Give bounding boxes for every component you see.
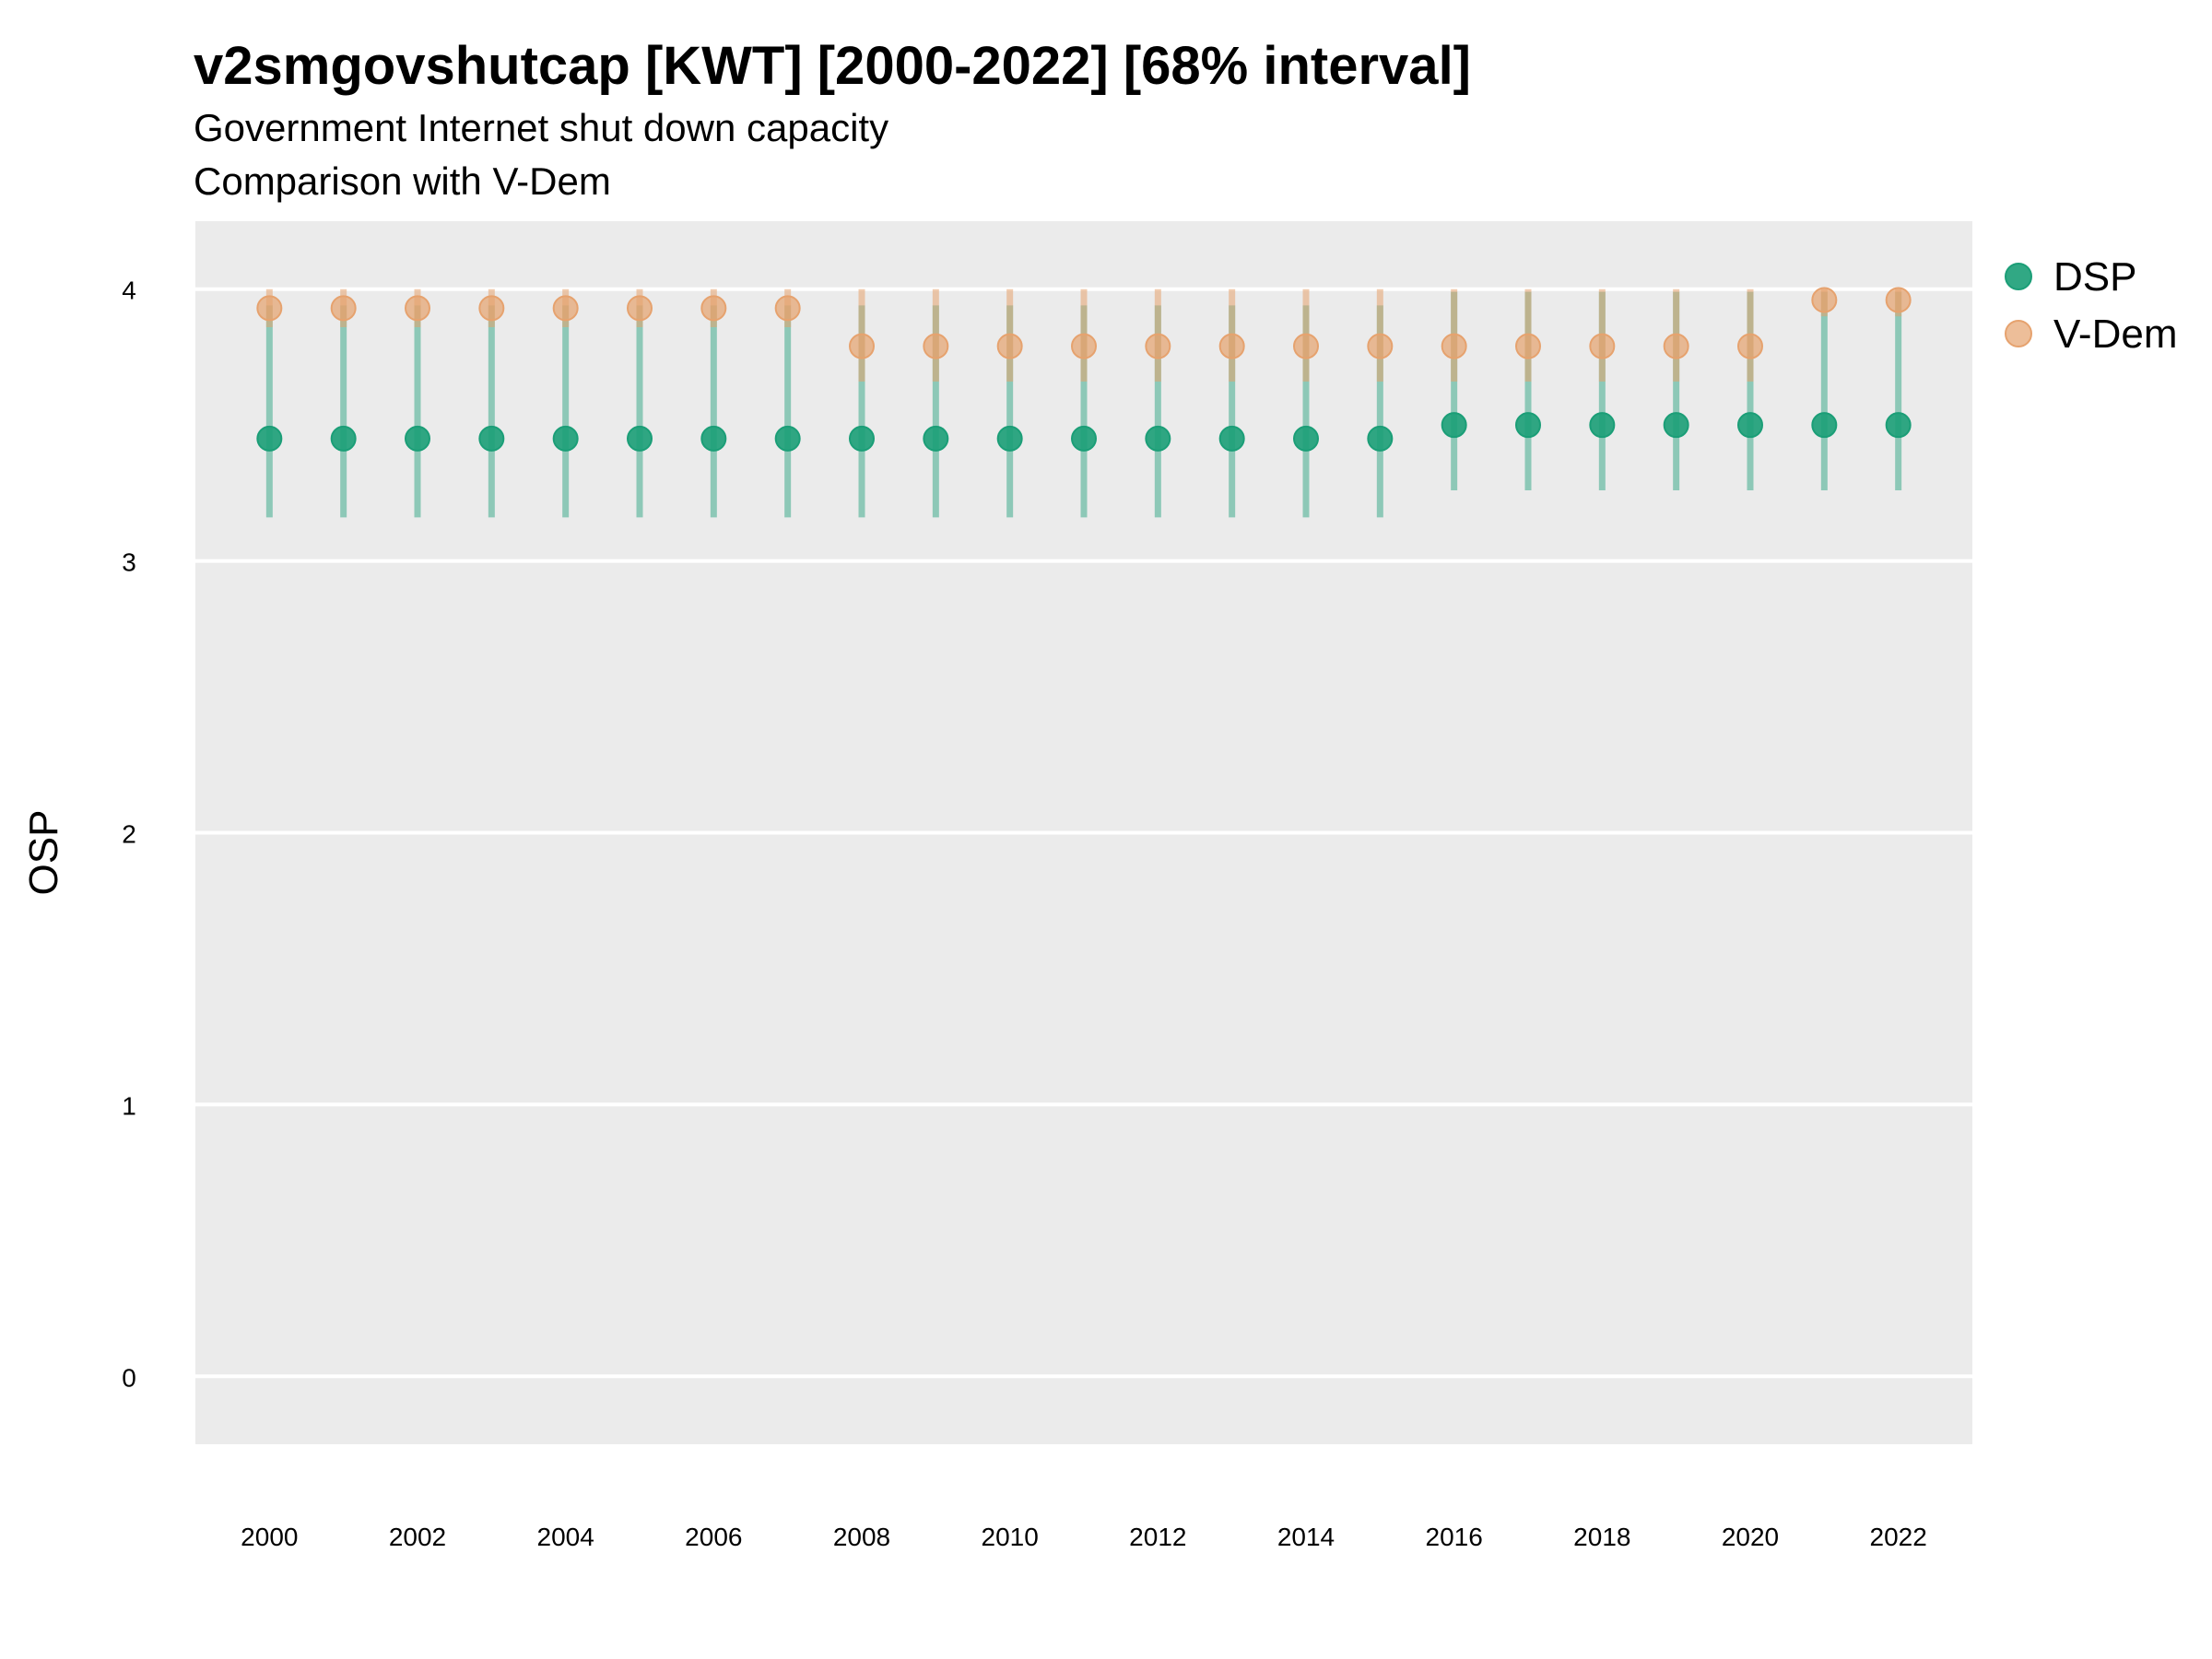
legend[interactable]: DSP V-Dem — [2005, 254, 2177, 357]
v-dem-point — [1515, 333, 1541, 359]
y-axis-label: OSP — [21, 810, 66, 896]
y-tick-label: 3 — [122, 548, 136, 577]
x-tick-label: 2000 — [241, 1523, 298, 1551]
legend-key-v-dem — [2005, 320, 2032, 347]
chart-subtitle-line-1: Government Internet shut down capacity — [194, 106, 889, 149]
dsp-point — [700, 425, 727, 452]
dsp-point — [330, 425, 357, 452]
v-dem-point — [996, 333, 1023, 359]
x-tick-label: 2020 — [1722, 1523, 1779, 1551]
dsp-point — [774, 425, 801, 452]
dsp-point — [1589, 412, 1616, 439]
v-dem-point — [849, 333, 875, 359]
y-tick-label: 0 — [122, 1363, 136, 1392]
v-dem-point — [1811, 287, 1838, 313]
legend-label-v-dem: V-Dem — [2053, 312, 2177, 357]
y-tick-label: 2 — [122, 820, 136, 849]
chart-title: v2smgovshutcap [KWT] [2000-2022] [68% in… — [194, 36, 1471, 96]
dsp-point — [996, 425, 1023, 452]
dsp-point — [1218, 425, 1245, 452]
v-dem-point — [1071, 333, 1097, 359]
v-dem-point — [1218, 333, 1245, 359]
dsp-point — [849, 425, 875, 452]
v-dem-point — [923, 333, 949, 359]
v-dem-point — [627, 295, 653, 322]
v-dem-point — [1663, 333, 1689, 359]
y-axis-ticks: 0 1 2 3 4 — [122, 276, 136, 1393]
dsp-point — [1811, 412, 1838, 439]
dsp-point — [1663, 412, 1689, 439]
x-tick-label: 2018 — [1573, 1523, 1630, 1551]
dsp-point — [1293, 425, 1319, 452]
chart-subtitle-line-2: Comparison with V-Dem — [194, 159, 611, 203]
x-tick-label: 2022 — [1870, 1523, 1927, 1551]
dsp-point — [1515, 412, 1541, 439]
dsp-point — [1367, 425, 1394, 452]
dsp-point — [478, 425, 505, 452]
v-dem-point — [478, 295, 505, 322]
v-dem-point — [1293, 333, 1319, 359]
legend-label-dsp: DSP — [2053, 254, 2136, 300]
v-dem-point — [405, 295, 430, 322]
x-tick-label: 2012 — [1129, 1523, 1186, 1551]
x-axis-ticks: 2000 2002 2004 2006 2008 2010 2012 2014 2016 2018… — [241, 1523, 1927, 1551]
dsp-point — [256, 425, 283, 452]
v-dem-point — [1441, 333, 1467, 359]
v-dem-point — [330, 295, 357, 322]
v-dem-point — [1737, 333, 1763, 359]
y-tick-label: 4 — [122, 276, 136, 305]
dsp-point — [405, 425, 430, 452]
legend-key-dsp — [2005, 263, 2032, 290]
dsp-point — [627, 425, 653, 452]
v-dem-point — [1589, 333, 1616, 359]
x-tick-label: 2004 — [537, 1523, 594, 1551]
v-dem-point — [700, 295, 727, 322]
x-tick-label: 2008 — [833, 1523, 890, 1551]
v-dem-point — [256, 295, 283, 322]
v-dem-point — [774, 295, 801, 322]
x-tick-label: 2002 — [389, 1523, 446, 1551]
data-marks — [256, 287, 1912, 518]
dsp-point — [1737, 412, 1763, 439]
v-dem-point — [1885, 287, 1912, 313]
dsp-point — [923, 425, 949, 452]
x-tick-label: 2006 — [685, 1523, 742, 1551]
x-tick-label: 2010 — [982, 1523, 1039, 1551]
v-dem-point — [1145, 333, 1171, 359]
x-tick-label: 2016 — [1426, 1523, 1483, 1551]
dsp-point — [552, 425, 579, 452]
v-dem-point — [1367, 333, 1394, 359]
y-tick-label: 1 — [122, 1091, 136, 1120]
dsp-point — [1145, 425, 1171, 452]
dsp-point — [1885, 412, 1912, 439]
x-tick-label: 2014 — [1277, 1523, 1335, 1551]
v-dem-point — [552, 295, 579, 322]
dsp-point — [1071, 425, 1097, 452]
dsp-point — [1441, 412, 1467, 439]
